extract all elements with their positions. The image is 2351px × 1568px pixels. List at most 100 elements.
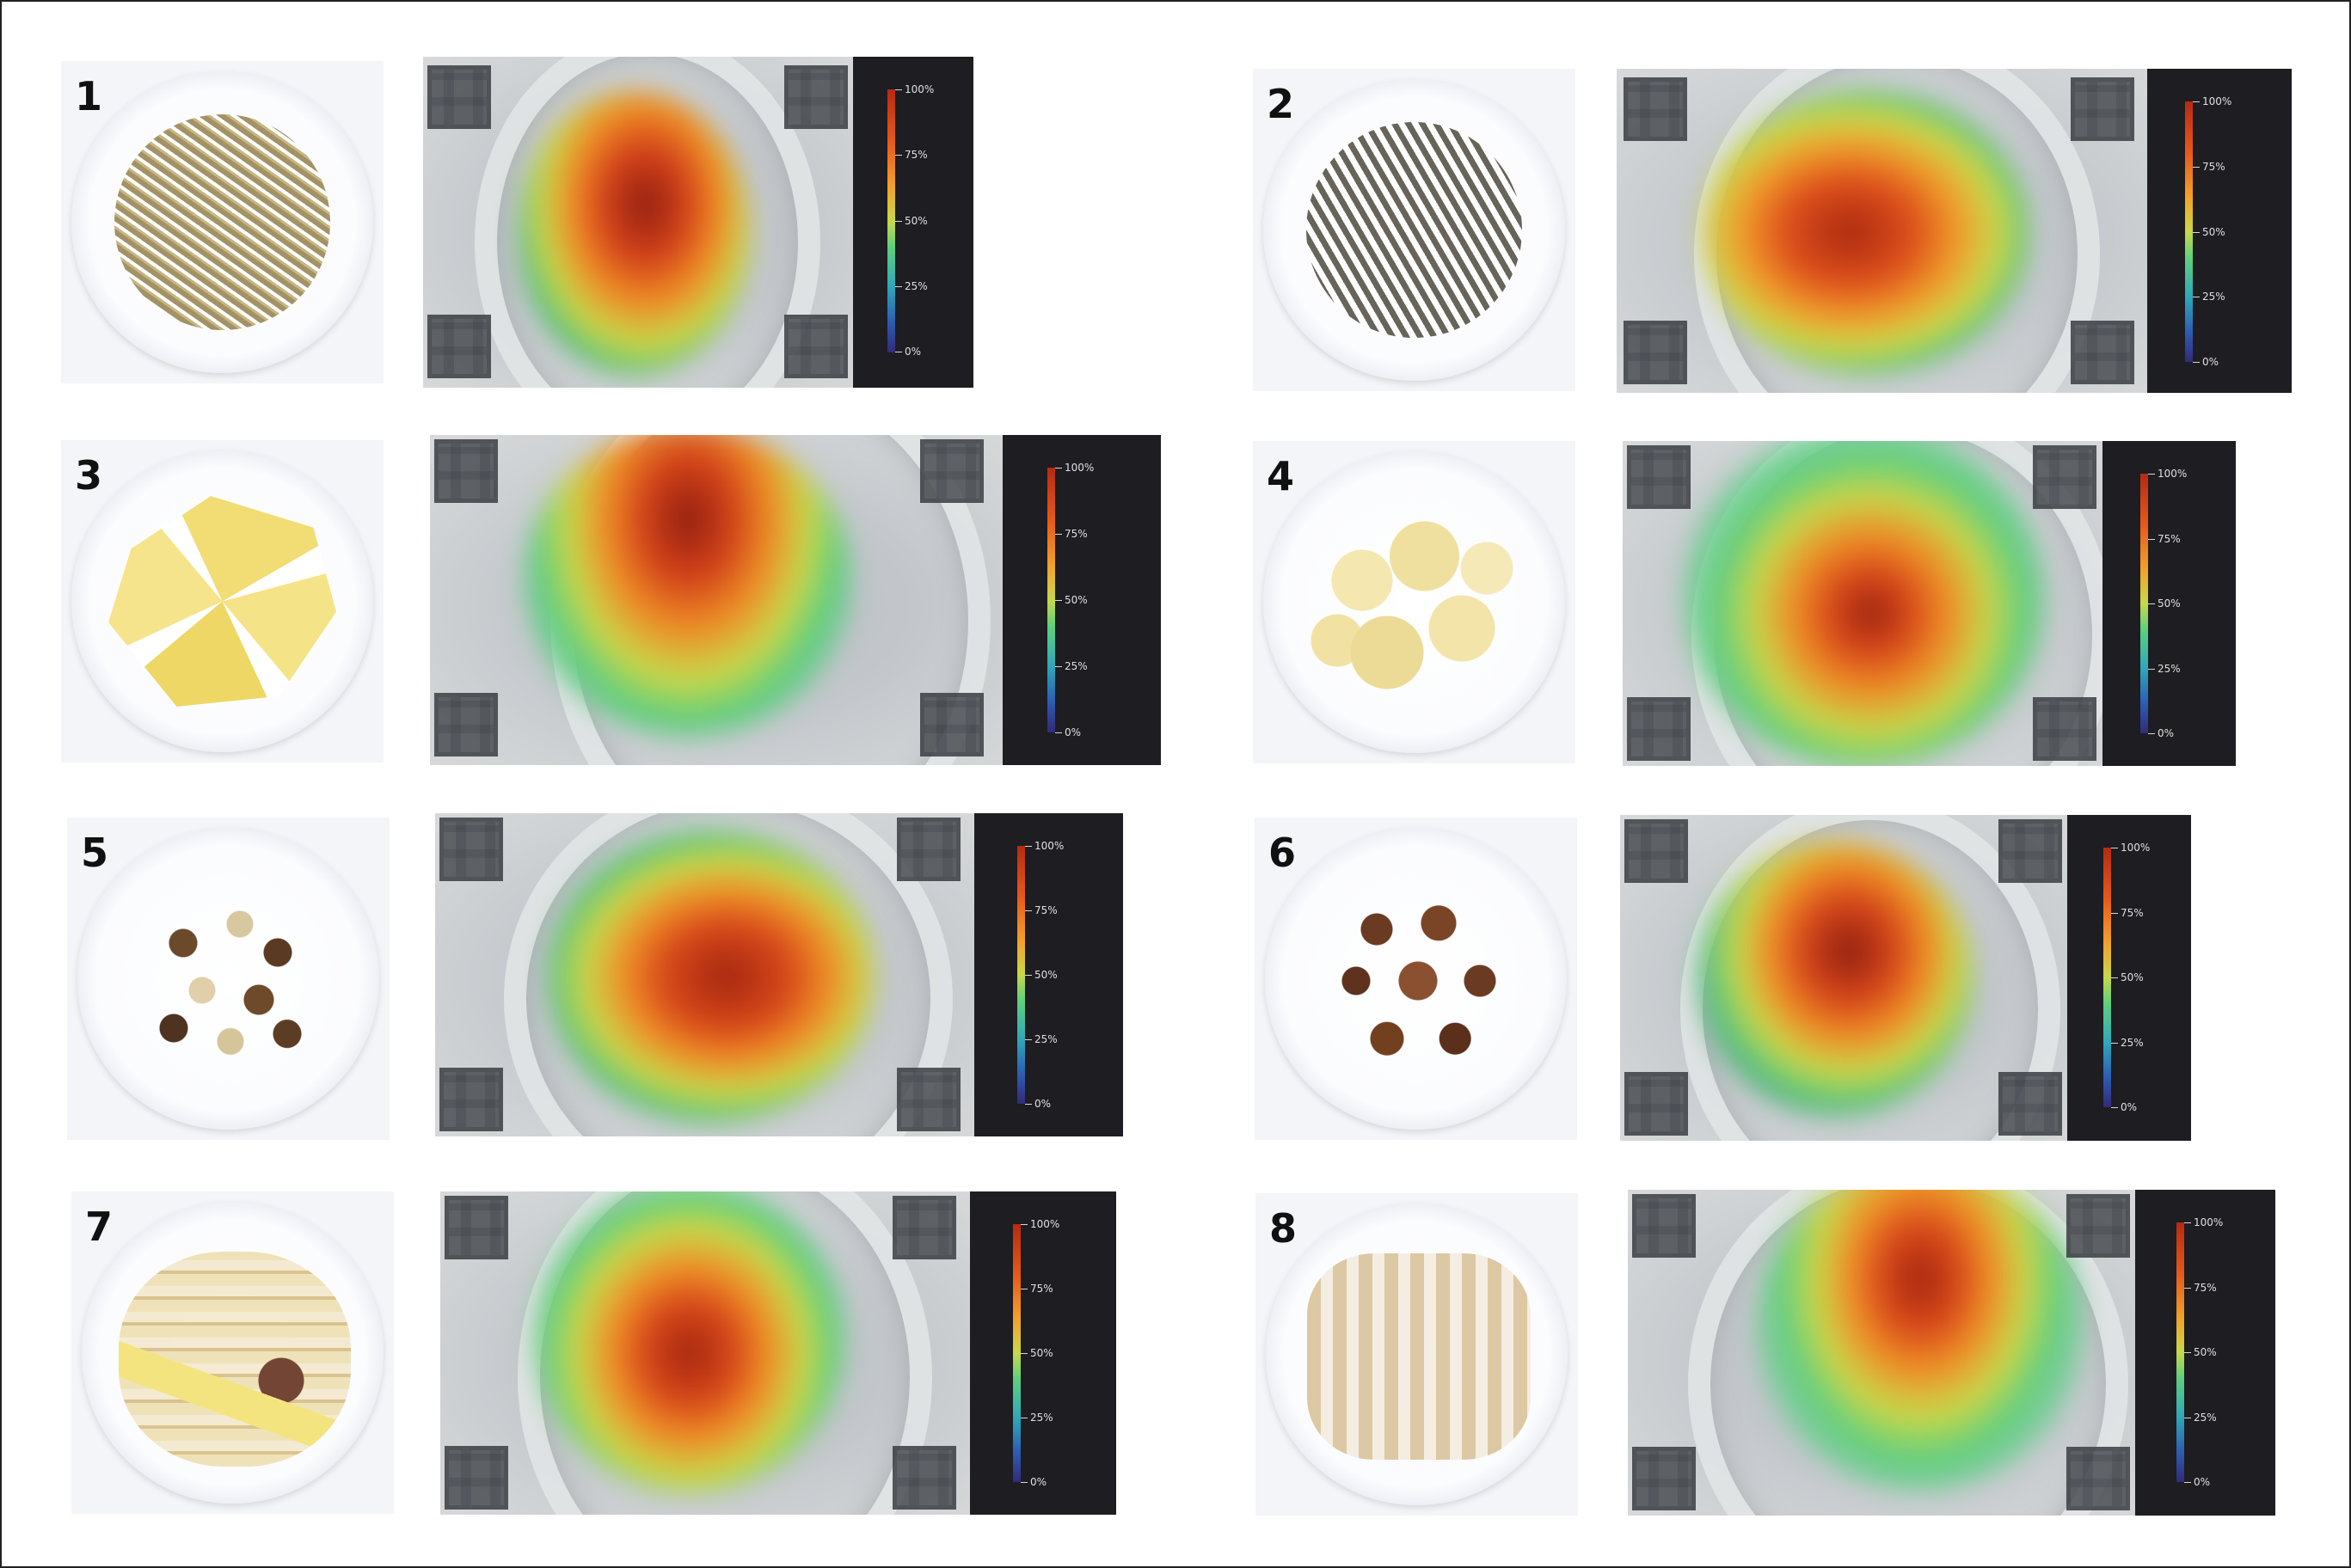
- colorbar-label: 25%: [2194, 1412, 2217, 1424]
- fiducial-marker: [1998, 1072, 2062, 1136]
- colorbar-label: 75%: [2194, 1282, 2217, 1294]
- heatmap-1: [423, 57, 853, 388]
- colorbar-label: 100%: [905, 83, 935, 95]
- food-toy-bricks: [119, 1252, 351, 1467]
- colorbar-label: 0%: [905, 346, 922, 358]
- food-photo-3: 3: [61, 440, 384, 763]
- colorbar-label: 100%: [1065, 462, 1095, 474]
- fiducial-marker: [434, 693, 498, 756]
- fiducial-marker: [897, 818, 961, 881]
- food-photo-7: 7: [71, 1191, 394, 1514]
- colorbar-1: 100% 75% 50% 25% 0%: [853, 57, 973, 388]
- fiducial-marker: [1624, 77, 1687, 141]
- colorbar-label: 100%: [2194, 1216, 2224, 1228]
- food-mealworms: [114, 114, 330, 330]
- fiducial-marker: [1624, 819, 1688, 883]
- panel-number: 7: [85, 1204, 114, 1250]
- fiducial-marker: [920, 439, 984, 503]
- colorbar-label: 100%: [1034, 840, 1065, 852]
- food-beans: [136, 886, 325, 1075]
- heatmap-4: [1623, 441, 2102, 766]
- colorbar-label: 0%: [1030, 1476, 1047, 1488]
- heatmap-5: [435, 813, 974, 1136]
- heatmap-8: [1628, 1190, 2135, 1516]
- colorbar-label: 0%: [2158, 727, 2175, 739]
- food-photo-4: 4: [1253, 441, 1575, 763]
- fiducial-marker: [1624, 1072, 1688, 1136]
- colorbar-label: 75%: [2121, 907, 2144, 919]
- colorbar-label: 50%: [2194, 1346, 2217, 1358]
- colorbar-label: 100%: [2121, 842, 2151, 854]
- fiducial-marker: [1632, 1194, 1696, 1258]
- fiducial-marker: [2066, 1194, 2130, 1258]
- colorbar-label: 0%: [2194, 1476, 2211, 1488]
- heatmap-2: [1617, 69, 2147, 393]
- colorbar-label: 25%: [2121, 1037, 2144, 1049]
- fiducial-marker: [1632, 1447, 1696, 1510]
- heatmap-3: [430, 435, 1003, 765]
- panel-number: 5: [81, 830, 109, 876]
- food-potato-chips: [1287, 484, 1537, 725]
- colorbar-label: 25%: [2202, 291, 2225, 303]
- colorbar-label: 75%: [2202, 161, 2225, 173]
- colorbar-label: 50%: [905, 215, 928, 227]
- colorbar-label: 50%: [2121, 971, 2144, 983]
- colorbar-6: 100% 75% 50% 25% 0%: [2067, 815, 2191, 1141]
- colorbar-4: 100% 75% 50% 25% 0%: [2102, 441, 2236, 766]
- colorbar-2: 100% 75% 50% 25% 0%: [2147, 69, 2292, 393]
- fiducial-marker: [897, 1068, 961, 1131]
- fiducial-marker: [1627, 445, 1691, 509]
- colorbar-5: 100% 75% 50% 25% 0%: [974, 813, 1123, 1136]
- colorbar-label: 0%: [1065, 726, 1082, 738]
- food-crickets: [1306, 122, 1522, 338]
- colorbar-label: 75%: [905, 149, 928, 161]
- colorbar-label: 0%: [1034, 1098, 1052, 1110]
- colorbar-label: 50%: [1065, 594, 1088, 606]
- food-clothespins: [1307, 1253, 1531, 1460]
- panel-number: 6: [1268, 830, 1297, 876]
- colorbar-label: 100%: [1030, 1218, 1060, 1230]
- colorbar-label: 100%: [2202, 95, 2232, 107]
- panel-number: 4: [1267, 453, 1295, 499]
- food-photo-8: 8: [1255, 1193, 1578, 1516]
- colorbar-label: 75%: [1065, 528, 1088, 540]
- colorbar-label: 50%: [2202, 226, 2225, 238]
- colorbar-label: 25%: [1030, 1412, 1053, 1424]
- panel-number: 1: [75, 73, 103, 119]
- fiducial-marker: [893, 1446, 956, 1510]
- fiducial-marker: [2066, 1447, 2130, 1510]
- colorbar-8: 100% 75% 50% 25% 0%: [2135, 1190, 2275, 1516]
- panel-number: 2: [1267, 81, 1295, 127]
- colorbar-label: 25%: [905, 280, 928, 292]
- fiducial-marker: [2071, 77, 2134, 141]
- fiducial-marker: [784, 65, 848, 129]
- colorbar-3: 100% 75% 50% 25% 0%: [1003, 435, 1161, 765]
- panel-number: 8: [1269, 1205, 1298, 1252]
- fiducial-marker: [427, 65, 491, 129]
- food-photo-1: 1: [61, 61, 384, 383]
- colorbar-7: 100% 75% 50% 25% 0%: [970, 1191, 1116, 1515]
- colorbar-label: 75%: [1030, 1283, 1053, 1295]
- fiducial-marker: [920, 693, 984, 756]
- fiducial-marker: [445, 1446, 508, 1510]
- fiducial-marker: [445, 1196, 508, 1259]
- colorbar-label: 50%: [1030, 1347, 1053, 1359]
- colorbar-label: 100%: [2158, 468, 2188, 480]
- fiducial-marker: [439, 1068, 503, 1131]
- fiducial-marker: [784, 315, 848, 378]
- colorbar-label: 75%: [2158, 533, 2181, 545]
- fiducial-marker: [1624, 321, 1687, 384]
- colorbar-label: 0%: [2121, 1101, 2138, 1113]
- food-photo-6: 6: [1255, 818, 1577, 1140]
- fiducial-marker: [1998, 819, 2062, 883]
- colorbar-label: 50%: [2158, 597, 2181, 609]
- fiducial-marker: [1627, 697, 1691, 761]
- heatmap-6: [1620, 815, 2067, 1141]
- panel-number: 3: [75, 452, 103, 499]
- colorbar-label: 50%: [1034, 969, 1058, 981]
- fiducial-marker: [893, 1196, 956, 1259]
- colorbar-label: 25%: [2158, 663, 2181, 675]
- fiducial-marker: [2033, 697, 2096, 761]
- food-crackling: [1315, 878, 1521, 1084]
